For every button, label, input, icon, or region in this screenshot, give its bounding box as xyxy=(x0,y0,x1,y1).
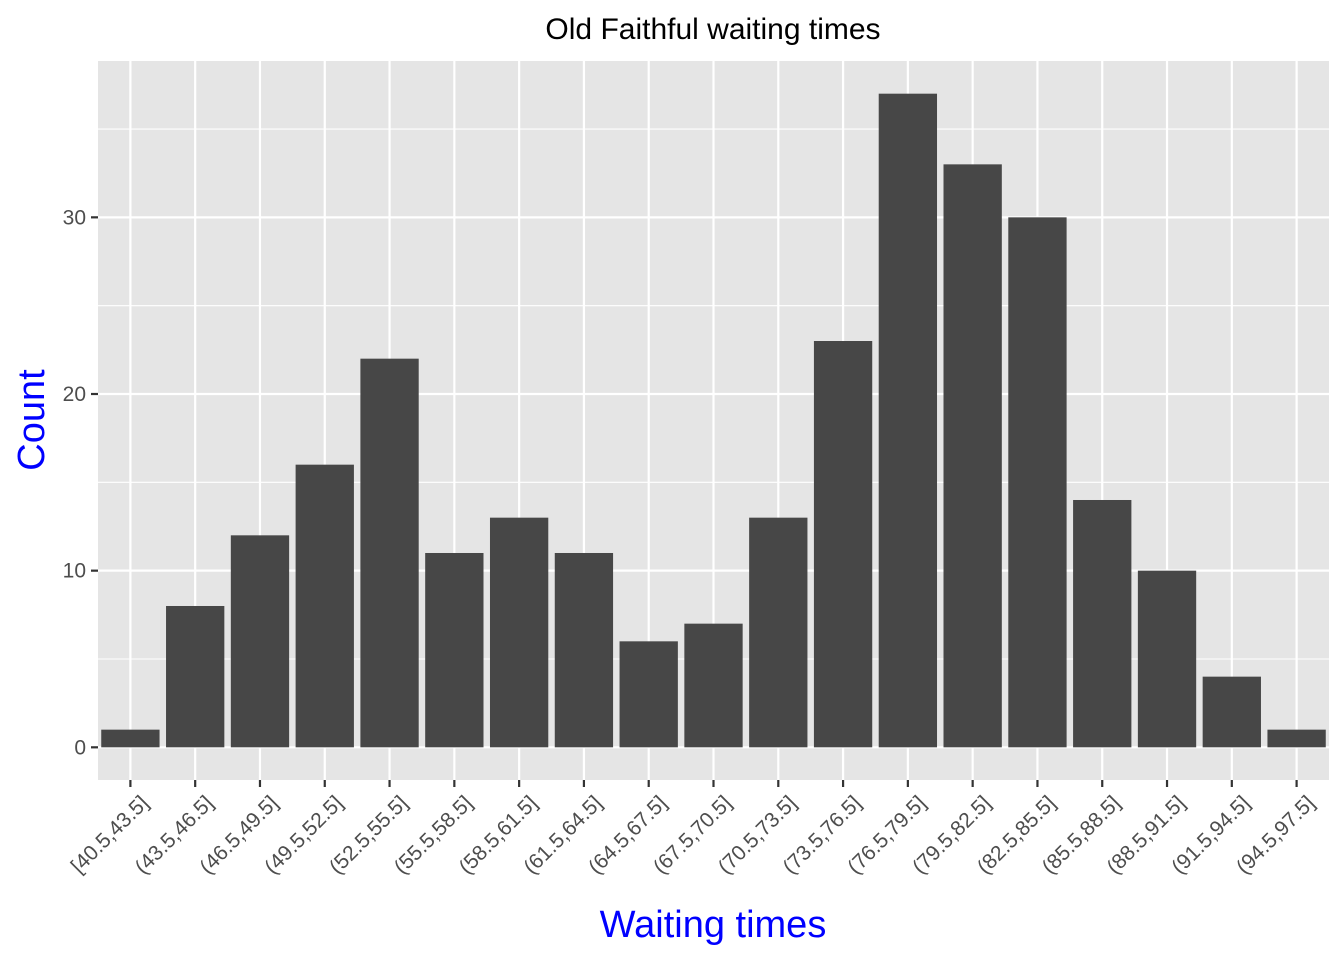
bar xyxy=(230,535,290,748)
bar xyxy=(554,552,614,748)
y-axis: 0 10 20 30 xyxy=(63,206,98,759)
x-axis: [40.5,43.5](43.5,46.5](46.5,49.5](49.5,5… xyxy=(67,780,1319,879)
bar xyxy=(101,729,160,748)
bar xyxy=(1073,499,1132,748)
bar xyxy=(684,623,743,748)
bar xyxy=(943,164,1002,748)
bar xyxy=(1008,217,1067,748)
bar xyxy=(166,605,225,748)
bar xyxy=(749,517,808,748)
bar xyxy=(425,552,484,748)
y-axis-title: Count xyxy=(11,369,53,471)
bar xyxy=(295,464,354,748)
chart-title: Old Faithful waiting times xyxy=(545,13,880,46)
bar xyxy=(1267,729,1326,748)
bar xyxy=(489,517,549,748)
bar xyxy=(619,641,678,748)
bar xyxy=(878,93,938,748)
bar xyxy=(813,341,873,748)
x-axis-title: Waiting times xyxy=(600,904,827,946)
bar xyxy=(360,358,419,748)
y-tick-label: 10 xyxy=(63,560,86,583)
y-tick-label: 0 xyxy=(74,736,86,759)
y-tick-label: 20 xyxy=(63,383,86,406)
bar xyxy=(1137,570,1197,748)
bar xyxy=(1202,676,1261,748)
bars xyxy=(101,93,1326,748)
y-tick-label: 30 xyxy=(63,206,86,229)
